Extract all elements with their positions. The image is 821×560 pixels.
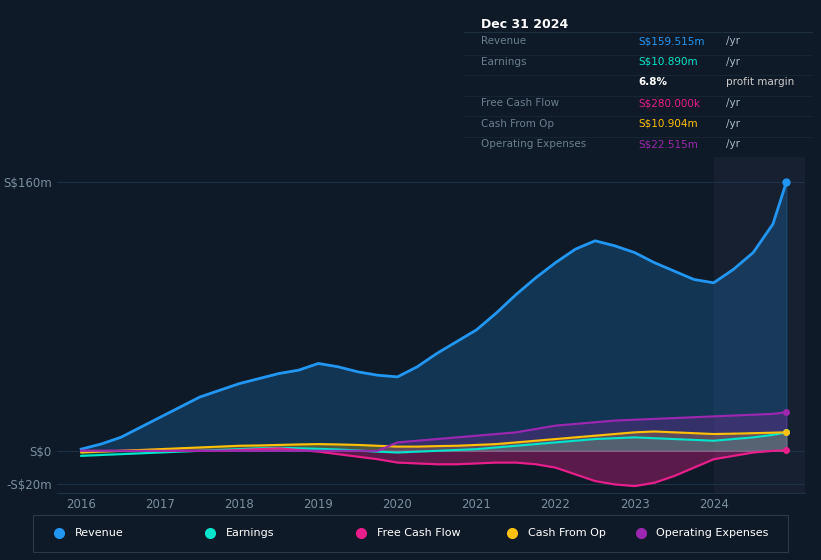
Text: Earnings: Earnings: [226, 528, 274, 538]
Text: S$10.904m: S$10.904m: [639, 119, 698, 129]
Text: /yr: /yr: [726, 57, 740, 67]
Text: Cash From Op: Cash From Op: [481, 119, 554, 129]
Text: Operating Expenses: Operating Expenses: [656, 528, 768, 538]
Text: /yr: /yr: [726, 36, 740, 46]
Text: Free Cash Flow: Free Cash Flow: [481, 98, 559, 108]
Text: Revenue: Revenue: [75, 528, 123, 538]
Text: Operating Expenses: Operating Expenses: [481, 139, 586, 149]
Text: S$22.515m: S$22.515m: [639, 139, 698, 149]
Text: Dec 31 2024: Dec 31 2024: [481, 18, 569, 31]
Text: Earnings: Earnings: [481, 57, 527, 67]
Text: Cash From Op: Cash From Op: [528, 528, 605, 538]
Text: /yr: /yr: [726, 119, 740, 129]
Text: S$159.515m: S$159.515m: [639, 36, 704, 46]
Text: S$280.000k: S$280.000k: [639, 98, 700, 108]
FancyBboxPatch shape: [33, 515, 788, 552]
Text: /yr: /yr: [726, 139, 740, 149]
Text: /yr: /yr: [726, 98, 740, 108]
Text: Free Cash Flow: Free Cash Flow: [377, 528, 460, 538]
Text: profit margin: profit margin: [726, 77, 794, 87]
Text: 6.8%: 6.8%: [639, 77, 667, 87]
Bar: [713, 157, 809, 493]
Text: S$10.890m: S$10.890m: [639, 57, 698, 67]
Text: Revenue: Revenue: [481, 36, 526, 46]
